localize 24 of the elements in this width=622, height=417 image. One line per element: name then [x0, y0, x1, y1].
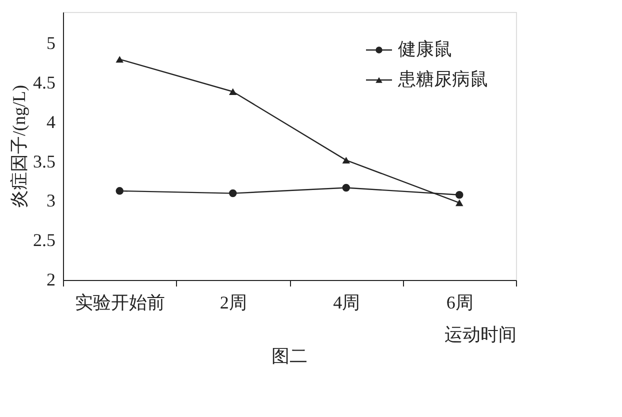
legend-label: 健康鼠	[398, 39, 452, 59]
y-tick-label: 4.5	[33, 72, 56, 92]
x-tick-label: 4周	[333, 292, 360, 312]
legend-label: 患糖尿病鼠	[397, 69, 488, 89]
point	[116, 187, 124, 195]
point	[456, 199, 464, 206]
x-tick-label: 2周	[220, 292, 247, 312]
x-axis-title: 运动时间	[444, 324, 516, 344]
point	[229, 189, 237, 198]
text: 图二	[272, 346, 308, 366]
y-tick-label: 3	[46, 190, 56, 211]
y-tick-label: 3.5	[33, 151, 56, 172]
y-tick-label: 4	[46, 112, 56, 132]
point	[342, 156, 350, 164]
y-tick-label: 2.5	[33, 230, 56, 250]
x-tick-label: 实验开始前	[75, 292, 166, 312]
point	[229, 88, 237, 95]
x-tick-label: 6周	[446, 292, 474, 312]
y-tick-label: 2	[46, 270, 56, 290]
point	[116, 56, 124, 63]
y-tick-label: 5	[46, 33, 56, 54]
y-axis-title: 炎症因子/(ng/L)	[9, 85, 29, 208]
point	[342, 184, 350, 192]
point	[456, 191, 464, 199]
